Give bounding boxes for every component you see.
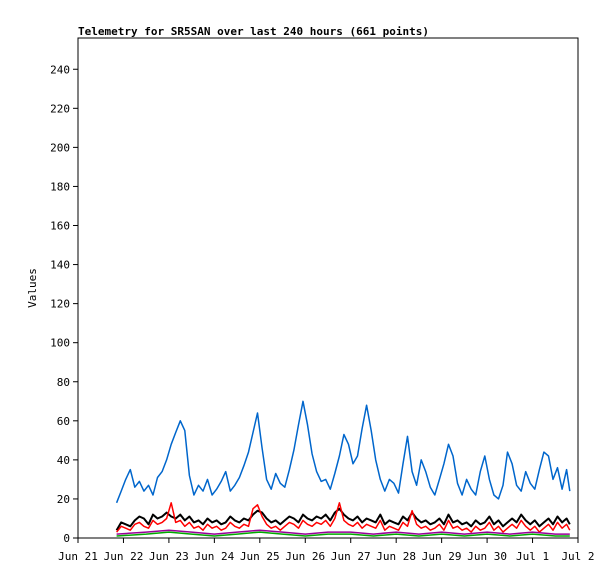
y-tick-label: 160 <box>50 220 70 233</box>
x-tick-label: Jul 2 <box>561 550 594 563</box>
y-tick-label: 220 <box>50 102 70 115</box>
y-tick-label: 40 <box>57 454 70 467</box>
series-line-2 <box>116 502 571 533</box>
x-tick-label: Jun 25 <box>240 550 280 563</box>
plot-area <box>77 37 579 539</box>
y-tick-label: 60 <box>57 415 70 428</box>
y-tick-label: 20 <box>57 493 70 506</box>
y-tick-label: 200 <box>50 141 70 154</box>
y-tick-label: 100 <box>50 337 70 350</box>
x-ticks: Jun 21 Jun 22 Jun 23 Jun 24 Jun 25 Jun 26 Jun … <box>58 538 595 563</box>
y-tick-label: 0 <box>63 532 70 545</box>
x-tick-label: Jun 21 <box>58 550 98 563</box>
x-tick-label: Jul 1 <box>516 550 549 563</box>
x-tick-label: Jun 23 <box>149 550 189 563</box>
y-tick-label: 180 <box>50 180 70 193</box>
y-tick-label: 120 <box>50 298 70 311</box>
x-tick-label: Jun 24 <box>194 550 234 563</box>
series-line-4 <box>116 529 570 535</box>
y-tick-label: 240 <box>50 63 70 76</box>
x-tick-label: Jun 27 <box>331 550 371 563</box>
x-tick-label: Jun 28 <box>376 550 416 563</box>
x-tick-label: Jun 22 <box>104 550 144 563</box>
x-tick-label: Jun 29 <box>422 550 462 563</box>
x-tick-label: Jun 26 <box>285 550 325 563</box>
series-line-0 <box>115 400 571 504</box>
series-line-3 <box>116 531 570 537</box>
x-tick-label: Jun 30 <box>467 550 507 563</box>
y-tick-label: 140 <box>50 259 70 272</box>
y-tick-label: 80 <box>57 376 70 389</box>
series-layer <box>115 400 571 537</box>
y-ticks: 0 20 40 60 80 100 120 140 160 180 200 220 240 <box>50 63 78 545</box>
chart-title: Telemetry for SR5SAN over last 240 hours… <box>78 25 429 38</box>
series-line-1 <box>115 507 571 531</box>
y-axis-label: Values <box>26 268 39 308</box>
